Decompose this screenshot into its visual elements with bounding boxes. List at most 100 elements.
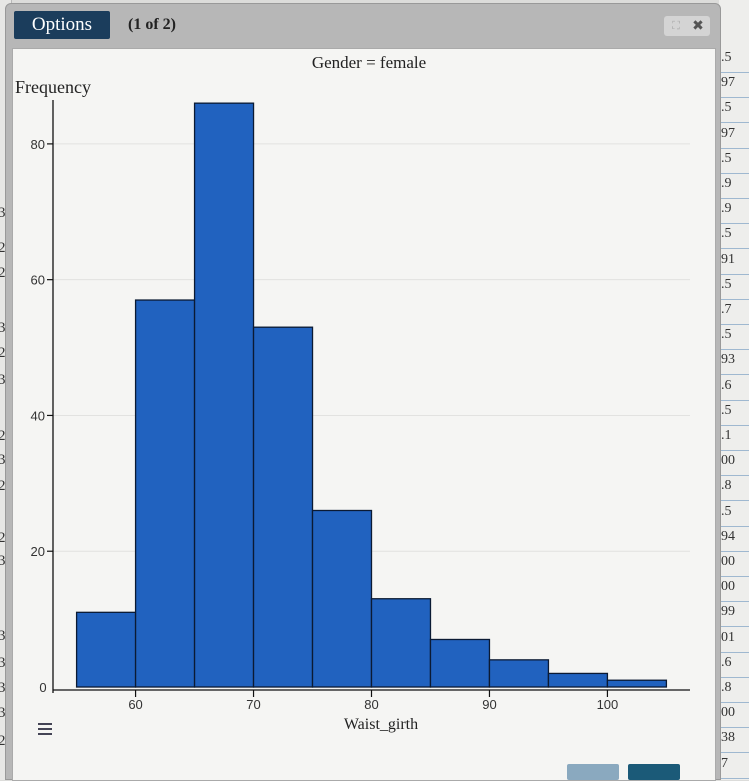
right-cell-value: 99	[721, 604, 735, 620]
left-cell-value: 3	[0, 655, 11, 672]
histogram-bar	[370, 598, 432, 688]
right-cell-value: .9	[721, 176, 732, 191]
cell-border	[719, 147, 749, 149]
bottom-button-secondary[interactable]	[567, 764, 619, 780]
histogram-bar	[547, 672, 609, 688]
chart-title: Gender = female	[312, 53, 426, 72]
left-cell-value: 3	[0, 680, 11, 697]
cell-border	[719, 324, 749, 325]
x-tick-label: 60	[128, 697, 142, 712]
cell-border	[719, 349, 749, 351]
x-tick-label: 90	[482, 697, 496, 712]
histogram-bar	[606, 679, 668, 688]
right-cell-value: .5	[721, 50, 732, 65]
cell-border	[719, 475, 749, 477]
right-cell-value: 93	[721, 352, 735, 368]
cell-border	[719, 676, 749, 678]
cell-border	[719, 248, 749, 250]
left-cell-value: 3	[0, 205, 11, 222]
right-cell-value: 97	[721, 75, 735, 91]
left-cell-value: 2	[0, 240, 11, 257]
right-cell-value: 00	[721, 554, 735, 569]
cell-border	[719, 752, 749, 754]
window-controls: ⛶ ✖	[664, 16, 710, 36]
histogram-bar	[252, 326, 314, 688]
left-cell-value: 2	[0, 733, 11, 750]
cell-border	[719, 626, 749, 628]
x-tick-label: 80	[364, 697, 378, 712]
histogram-bar	[488, 659, 550, 688]
cell-border	[719, 172, 749, 174]
y-tick-label: 20	[31, 544, 45, 559]
right-cell-value: 7	[721, 755, 728, 771]
right-cell-value: 91	[721, 251, 735, 267]
right-cell-value: 38	[721, 730, 735, 746]
cell-border	[719, 651, 749, 653]
right-cell-value: .5	[721, 402, 732, 418]
right-cell-value: .8	[721, 680, 732, 695]
cell-border	[719, 198, 749, 199]
right-cell-value: .8	[721, 478, 732, 494]
right-spreadsheet-column: .5 97 .5 97 .5 .9 .9 .5 91 .5 .7 .5 93 .6 .5 .1 00 .8 .5 94…	[719, 0, 749, 780]
histogram-bar	[311, 509, 373, 688]
cell-border	[719, 525, 749, 527]
cell-border	[719, 550, 749, 552]
y-tick-label: 40	[31, 408, 45, 423]
right-cell-value: 97	[721, 125, 735, 141]
left-cell-value: 3	[0, 553, 11, 570]
y-tick-label: 60	[31, 273, 45, 288]
right-cell-value: .9	[721, 201, 732, 217]
left-cell-value: 3	[0, 705, 11, 722]
cell-border	[719, 72, 749, 73]
cell-border	[719, 450, 749, 451]
bottom-button-primary[interactable]	[628, 764, 680, 780]
left-cell-value: 2	[0, 530, 11, 547]
x-tick-label: 70	[246, 697, 260, 712]
chart-menu-icon[interactable]	[38, 722, 52, 736]
left-cell-value: 3	[0, 320, 11, 337]
options-button[interactable]: Options	[14, 11, 110, 39]
histogram-bar	[193, 102, 255, 688]
cell-border	[719, 374, 749, 376]
right-cell-value: .5	[721, 226, 732, 242]
cell-border	[719, 601, 749, 603]
close-icon[interactable]: ✖	[692, 18, 704, 34]
right-cell-value: 00	[721, 579, 735, 595]
left-cell-value: 2	[0, 428, 11, 445]
cell-border	[719, 298, 749, 300]
left-cell-value: 3	[0, 372, 11, 389]
right-cell-value: .6	[721, 377, 732, 393]
page-counter: (1 of 2)	[128, 16, 176, 33]
right-cell-value: .7	[721, 302, 732, 317]
cell-border	[719, 424, 749, 426]
left-cell-value: 3	[0, 628, 11, 645]
x-tick-label: 100	[597, 697, 619, 712]
right-cell-value: .1	[721, 428, 732, 443]
right-cell-value: .5	[721, 503, 732, 519]
cell-border	[719, 273, 749, 275]
histogram-bar	[75, 611, 137, 688]
cell-border	[719, 727, 749, 729]
right-cell-value: 01	[721, 629, 735, 645]
cell-border	[719, 777, 749, 779]
y-origin-mark: 0	[39, 680, 46, 695]
right-cell-value: 94	[721, 528, 735, 544]
cell-border	[719, 223, 749, 225]
axes: 20 40 60 80 0 60 70 80 90 100	[31, 100, 690, 712]
cell-border	[719, 122, 749, 124]
cell-border	[719, 399, 749, 401]
right-cell-value: .5	[721, 100, 732, 116]
cell-border	[719, 702, 749, 703]
cell-border	[719, 576, 749, 577]
cell-border	[719, 97, 749, 99]
expand-icon[interactable]: ⛶	[672, 19, 680, 32]
right-cell-value: 00	[721, 453, 735, 469]
y-tick-label: 80	[31, 137, 45, 152]
right-cell-value: .6	[721, 654, 732, 670]
right-cell-value: .5	[721, 327, 732, 343]
y-axis-label: Frequency	[15, 77, 91, 97]
right-cell-value: .5	[721, 276, 732, 292]
right-cell-value: 00	[721, 705, 735, 721]
window-title-bar[interactable]: Options (1 of 2) ⛶ ✖	[6, 4, 720, 44]
